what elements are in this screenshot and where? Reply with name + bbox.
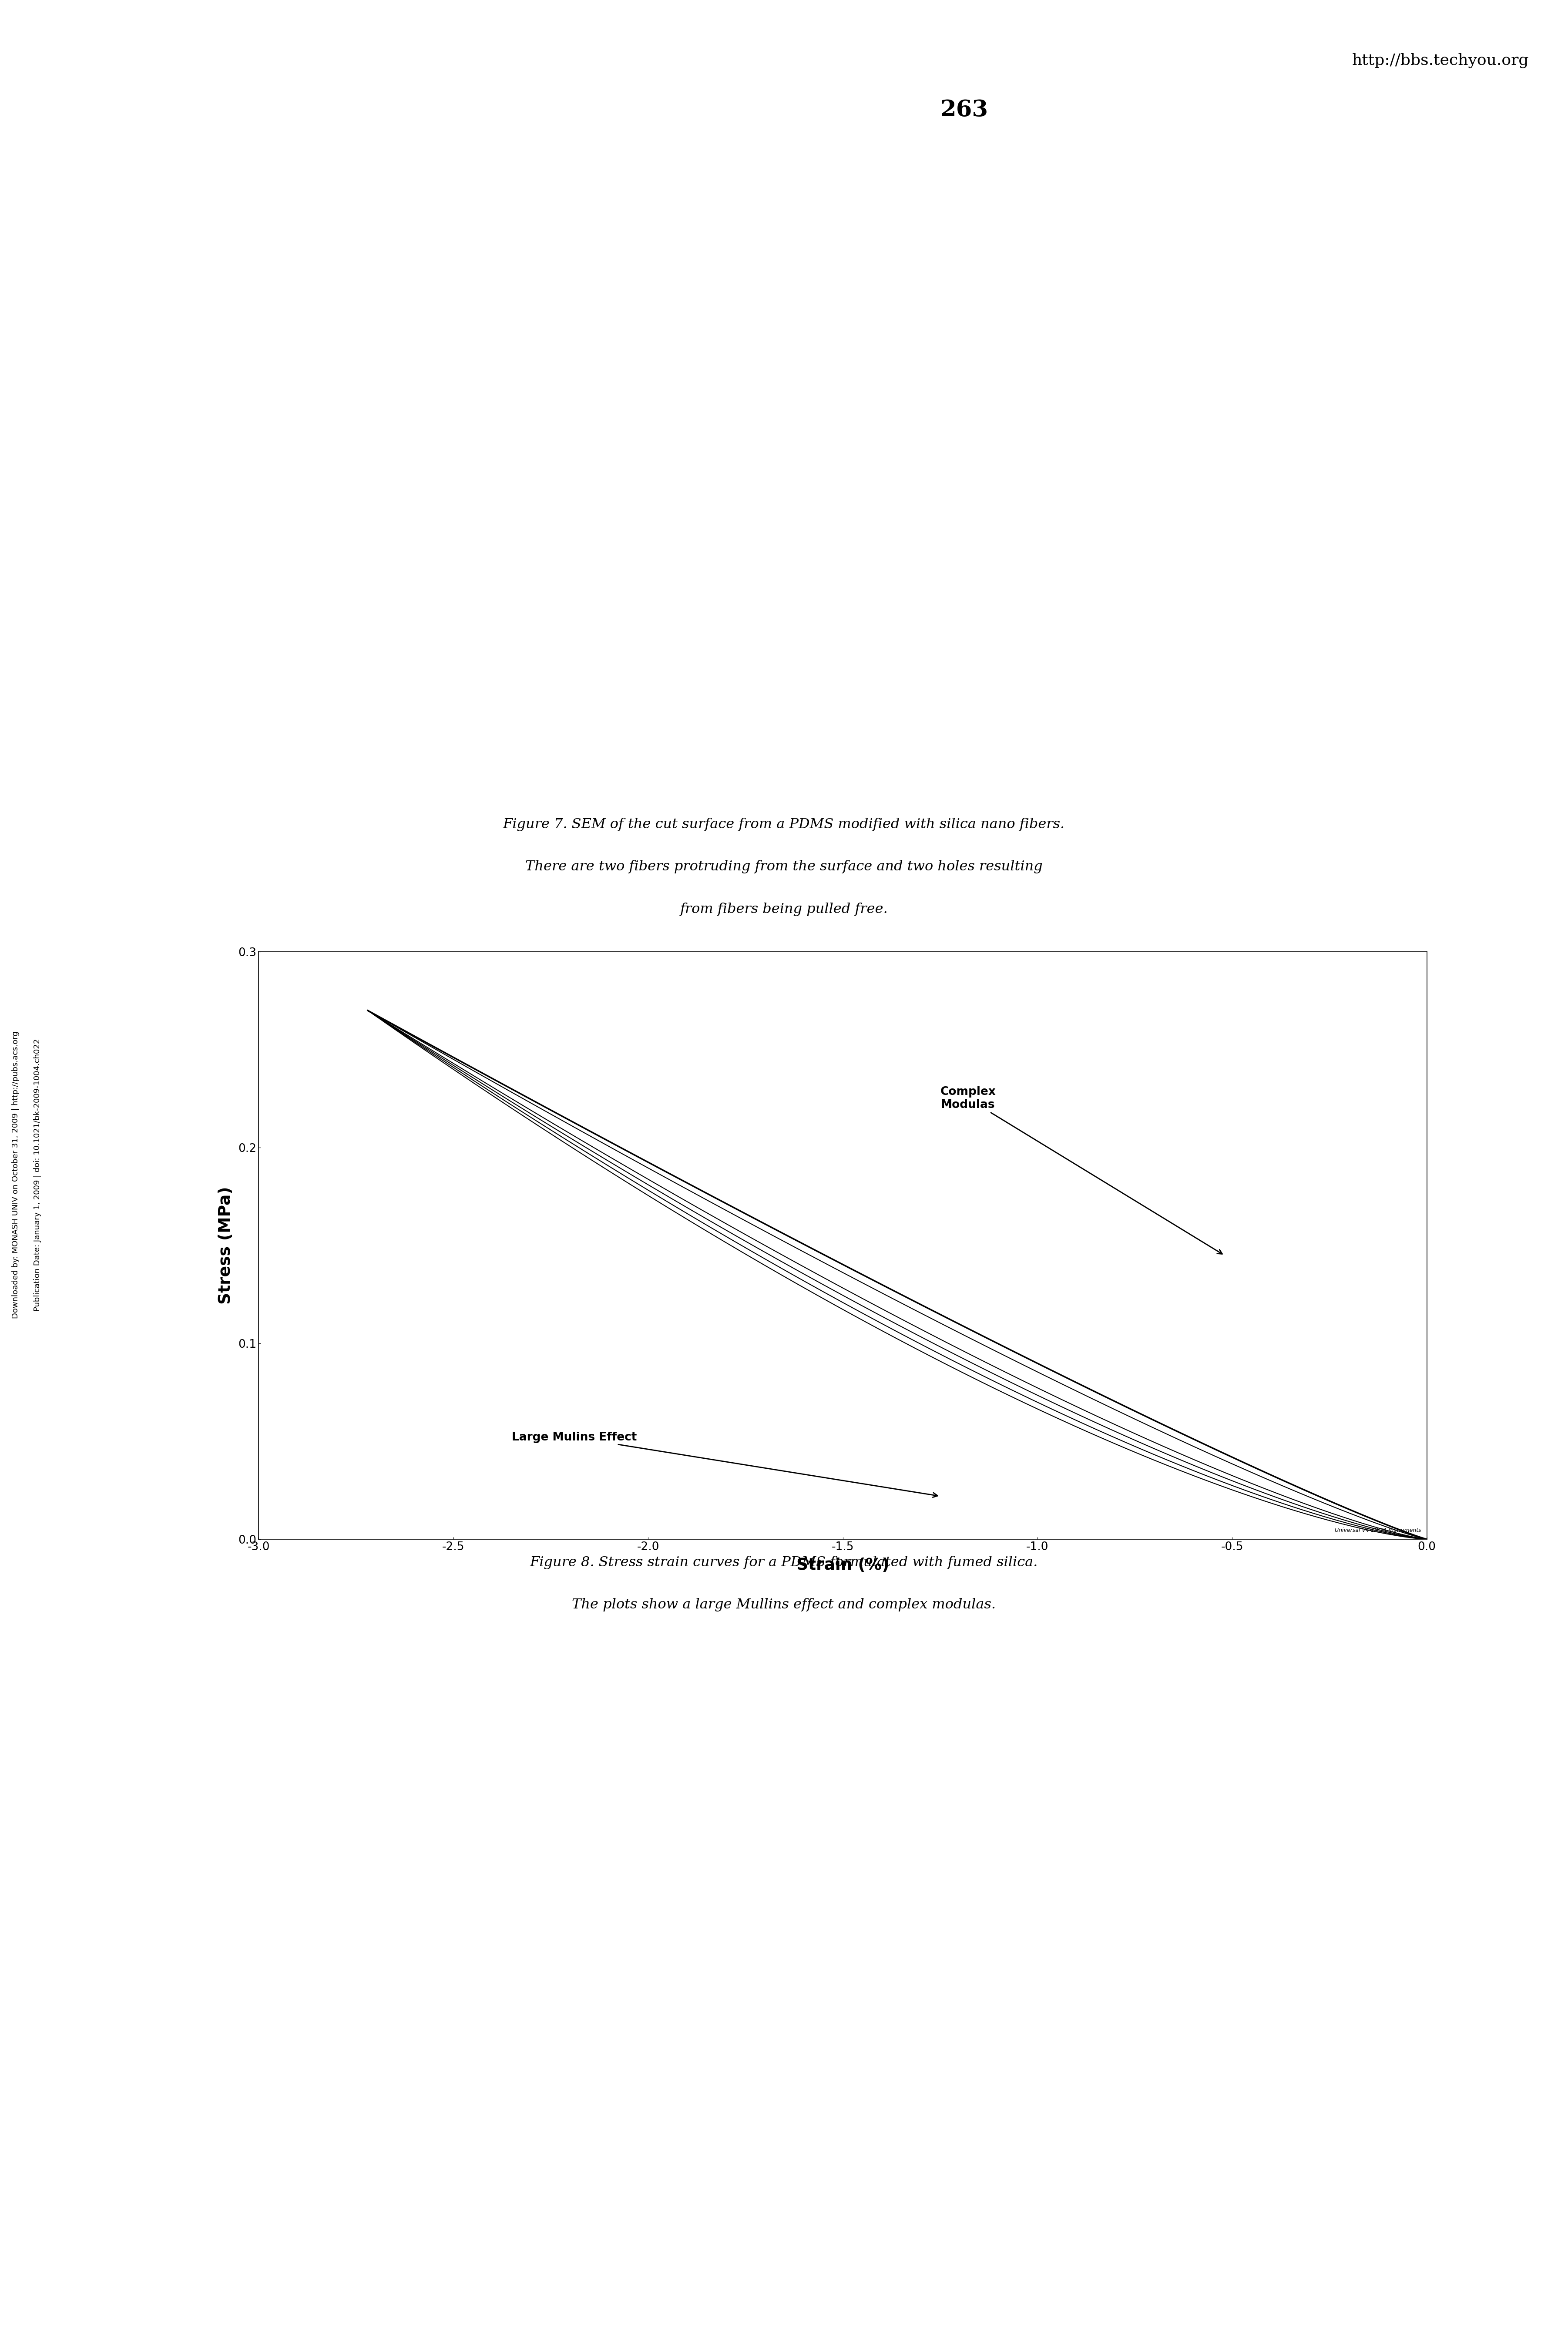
Text: Publication Date: January 1, 2009 | doi: 10.1021/bk-2009-1004.ch022: Publication Date: January 1, 2009 | doi:…	[34, 1039, 41, 1311]
Text: The plots show a large Mullins effect and complex modulas.: The plots show a large Mullins effect an…	[572, 1598, 996, 1612]
Text: from fibers being pulled free.: from fibers being pulled free.	[681, 902, 887, 916]
Text: Figure 7. SEM of the cut surface from a PDMS modified with silica nano fibers.: Figure 7. SEM of the cut surface from a …	[503, 818, 1065, 832]
Y-axis label: Stress (MPa): Stress (MPa)	[218, 1187, 234, 1304]
Text: 263: 263	[941, 99, 988, 120]
Text: There are two fibers protruding from the surface and two holes resulting: There are two fibers protruding from the…	[525, 860, 1043, 874]
Text: Large Mulins Effect: Large Mulins Effect	[511, 1431, 938, 1497]
X-axis label: Strain (%): Strain (%)	[797, 1558, 889, 1572]
Text: Downloaded by: MONASH UNIV on October 31, 2009 | http://pubs.acs.org: Downloaded by: MONASH UNIV on October 31…	[13, 1032, 19, 1318]
Text: Complex
Modulas: Complex Modulas	[941, 1086, 1221, 1255]
Text: http://bbs.techyou.org: http://bbs.techyou.org	[1352, 54, 1529, 68]
Text: Figure 8. Stress strain curves for a PDMS formulated with fumed silica.: Figure 8. Stress strain curves for a PDM…	[530, 1556, 1038, 1570]
Text: Universal V4 1D TA Instruments: Universal V4 1D TA Instruments	[1334, 1528, 1421, 1535]
